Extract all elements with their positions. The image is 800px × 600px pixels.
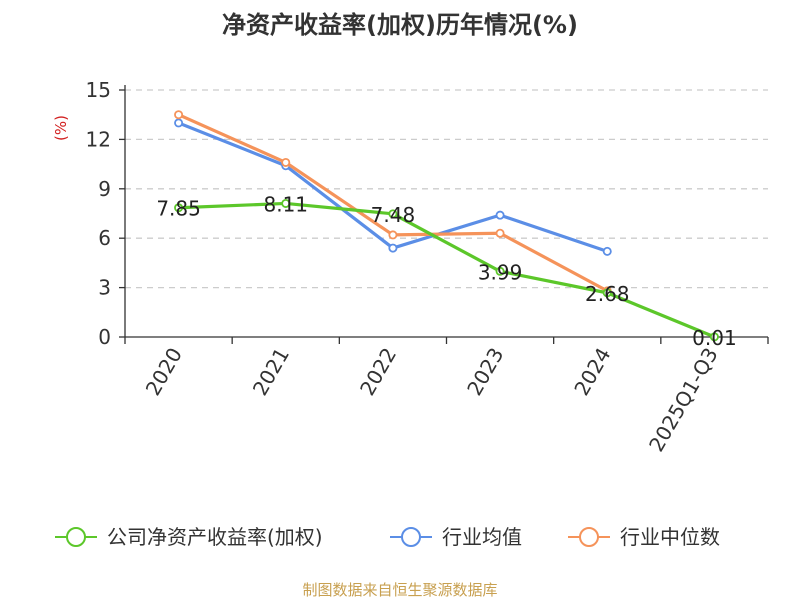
- axes: 0 3 6 9 12 15 2020 2021 2022 2023 2024 2025Q1-Q3: [86, 78, 769, 456]
- y-tick-label: 12: [86, 127, 111, 151]
- x-tick-label: 2023: [462, 344, 508, 400]
- data-label: 3.99: [478, 260, 523, 284]
- data-point[interactable]: [495, 228, 505, 238]
- data-point[interactable]: [174, 203, 184, 213]
- data-point[interactable]: [388, 209, 398, 219]
- gridlines: [125, 89, 768, 289]
- y-tick-label: 3: [98, 276, 111, 300]
- y-axis-label: (%): [52, 115, 70, 141]
- data-point[interactable]: [495, 210, 505, 220]
- data-label: 0.01: [692, 326, 737, 350]
- source-note: 制图数据来自恒生聚源数据库: [302, 581, 497, 599]
- y-tick-label: 15: [86, 78, 111, 102]
- legend-swatch-marker: [579, 527, 599, 547]
- data-point[interactable]: [709, 332, 719, 342]
- legend-label: 公司净资产收益率(加权): [107, 525, 323, 549]
- legend-item[interactable]: 行业中位数: [568, 525, 720, 549]
- data-point[interactable]: [602, 246, 612, 256]
- y-tick-label: 0: [98, 325, 111, 349]
- data-label: 7.48: [371, 203, 416, 227]
- data-labels: 7.85 8.11 7.48 3.99 2.68 0.01: [156, 192, 736, 349]
- x-tick-label: 2024: [569, 344, 615, 400]
- legend-label: 行业中位数: [620, 525, 720, 549]
- data-point[interactable]: [388, 243, 398, 253]
- y-tick-label: 9: [98, 177, 111, 201]
- data-point[interactable]: [602, 288, 612, 298]
- legend-swatch-marker: [66, 527, 86, 547]
- series-layer: [174, 110, 719, 342]
- data-point[interactable]: [174, 118, 184, 128]
- data-label: 7.85: [156, 197, 201, 221]
- data-label: 8.11: [263, 192, 308, 216]
- chart-title: 净资产收益率(加权)历年情况(%): [222, 11, 578, 39]
- data-point[interactable]: [281, 157, 291, 167]
- x-tick-label: 2021: [248, 344, 294, 400]
- legend-label: 行业均值: [442, 525, 522, 549]
- data-label: 2.68: [585, 282, 630, 306]
- data-point[interactable]: [281, 198, 291, 208]
- y-tick-label: 6: [98, 226, 111, 250]
- data-point[interactable]: [174, 110, 184, 120]
- data-point[interactable]: [495, 266, 505, 276]
- data-point[interactable]: [388, 230, 398, 240]
- series-line: [178, 201, 716, 339]
- x-tick-label: 2020: [141, 344, 187, 400]
- legend[interactable]: 公司净资产收益率(加权) 行业均值 行业中位数: [55, 525, 720, 549]
- legend-item[interactable]: 行业均值: [390, 525, 522, 549]
- x-tick-label: 2025Q1-Q3: [644, 344, 723, 456]
- legend-swatch-marker: [401, 527, 421, 547]
- legend-item[interactable]: 公司净资产收益率(加权): [55, 525, 323, 549]
- x-tick-label: 2022: [355, 344, 401, 400]
